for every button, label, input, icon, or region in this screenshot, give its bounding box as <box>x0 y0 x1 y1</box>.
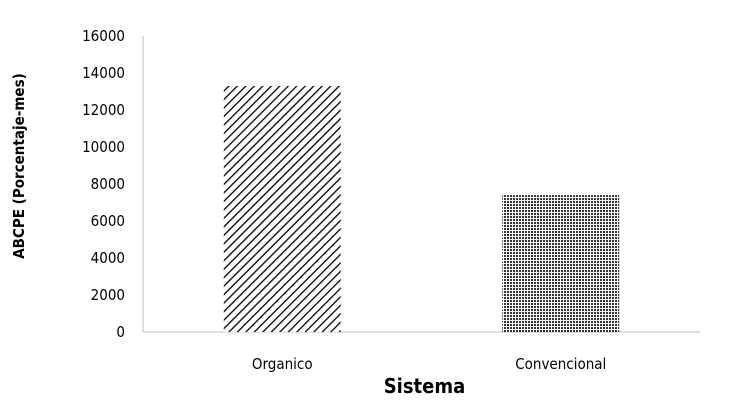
category-labels: Organico Convencional <box>252 355 606 373</box>
bar-organico <box>224 86 341 332</box>
y-tick-labels: 0 2000 4000 6000 8000 10000 12000 14000 16000 <box>82 27 125 341</box>
y-tick-label: 8000 <box>91 175 125 193</box>
y-tick-label: 10000 <box>82 138 125 156</box>
x-axis-title: Sistema <box>384 374 466 398</box>
bars <box>224 86 619 332</box>
y-axis-title: ABCPE (Porcentaje-mes) <box>10 73 28 259</box>
y-tick-label: 2000 <box>91 286 125 304</box>
category-label: Convencional <box>515 355 606 373</box>
y-tick-label: 14000 <box>82 64 125 82</box>
bar-convencional <box>502 195 619 332</box>
y-tick-label: 4000 <box>91 249 125 267</box>
category-label: Organico <box>252 355 313 373</box>
y-tick-label: 0 <box>116 323 125 341</box>
y-tick-label: 12000 <box>82 101 125 119</box>
y-tick-label: 16000 <box>82 27 125 45</box>
y-tick-label: 6000 <box>91 212 125 230</box>
